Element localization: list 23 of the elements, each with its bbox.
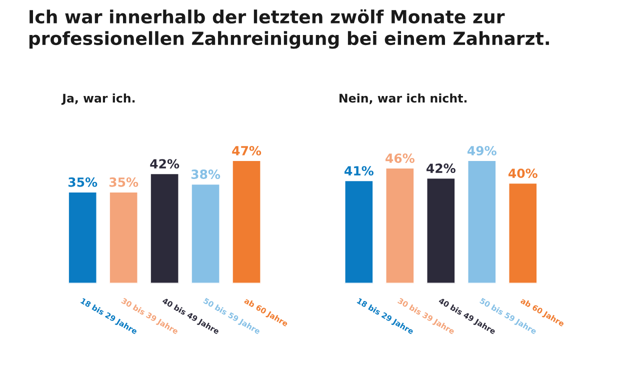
data-label: 49%	[468, 146, 496, 156]
bar	[150, 172, 180, 284]
data-label: 42%	[150, 159, 180, 169]
bar	[344, 180, 374, 284]
data-label: 38%	[191, 170, 220, 180]
data-label: 35%	[68, 177, 98, 187]
bar	[426, 177, 456, 284]
bar	[466, 160, 497, 284]
bar	[68, 191, 98, 284]
data-label: 41%	[344, 166, 374, 176]
chart-subtitle: Ja, war ich.	[61, 93, 135, 105]
data-label: 47%	[232, 146, 262, 156]
data-label: 46%	[386, 154, 414, 163]
data-label: 40%	[508, 168, 538, 178]
data-label: 42%	[426, 164, 456, 174]
chart-title: Ich war innerhalb der letzten zwölf Monate zur professionellen Zahnreinigung bei einem Zahnarzt.	[29, 9, 549, 49]
bar	[108, 191, 139, 284]
bar	[231, 160, 262, 284]
data-label: 35%	[109, 177, 138, 187]
chart-subtitle: Nein, war ich nicht.	[340, 93, 467, 104]
bar	[190, 183, 221, 284]
bar	[384, 167, 415, 284]
bar	[508, 182, 538, 284]
